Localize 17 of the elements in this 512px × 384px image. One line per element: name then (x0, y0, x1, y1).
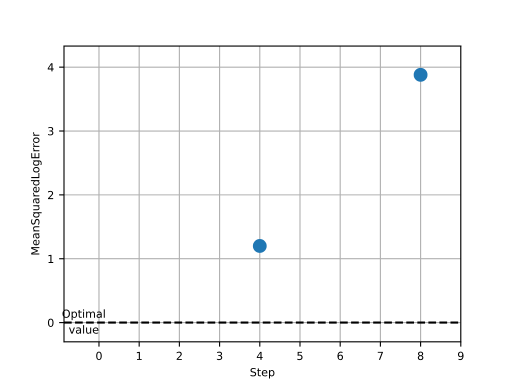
y-tick-label: 2 (48, 190, 54, 200)
x-tick-label: 9 (458, 352, 464, 360)
x-tick-label: 2 (176, 352, 182, 360)
y-axis-title: MeanSquaredLogError (30, 132, 42, 255)
y-tick-label: 4 (48, 63, 54, 72)
y-tick-label: 3 (48, 126, 54, 136)
x-tick-label: 3 (216, 352, 222, 360)
x-tick-label: 4 (256, 352, 263, 360)
y-tick-label: 0 (48, 318, 54, 327)
y-tick-label: 1 (48, 254, 54, 263)
x-tick-label: 0 (96, 352, 102, 360)
x-tick-label: 5 (297, 352, 303, 360)
x-axis-title: Step (250, 368, 274, 379)
x-tick-label: 8 (418, 352, 424, 360)
x-tick-label: 7 (378, 352, 383, 360)
x-tick-label: 6 (337, 352, 344, 360)
x-tick-label: 1 (136, 352, 142, 360)
